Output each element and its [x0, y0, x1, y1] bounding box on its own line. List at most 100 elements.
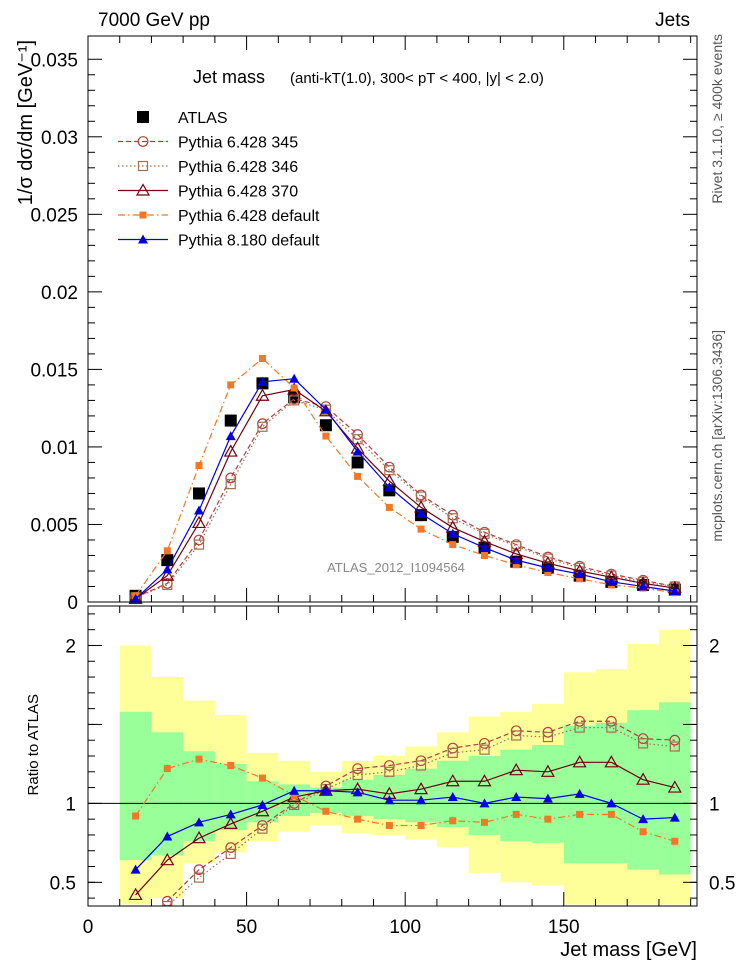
ratio-x-tick-label: 0: [83, 917, 94, 938]
data-point: [542, 562, 553, 572]
ratio-point: [417, 821, 425, 829]
ratio-point: [639, 828, 647, 836]
ratio-point: [352, 763, 364, 775]
data-point: [193, 539, 205, 550]
ratio-point: [163, 765, 171, 773]
ratio-y-tick-label-right: 2: [709, 636, 720, 657]
inner-band-bin: [658, 702, 691, 875]
ratio-y-axis-label: Ratio to ATLAS: [25, 694, 42, 795]
ratio-point: [607, 810, 615, 818]
main-title-detail: (anti-kT(1.0), 300< pT < 400, |y| < 2.0): [290, 70, 544, 87]
data-point: [322, 432, 330, 440]
ratio-point: [193, 864, 205, 876]
ratio-point: [384, 795, 395, 805]
series-line: [135, 357, 675, 597]
ratio-point: [479, 737, 490, 749]
data-point: [162, 564, 173, 574]
analysis-label: ATLAS_2012_I1094564: [327, 560, 465, 575]
ratio-series-line: [135, 790, 675, 871]
legend-label: Pythia 8.180 default: [178, 233, 320, 250]
ratio-point: [509, 763, 524, 776]
ratio-point: [128, 887, 143, 901]
ratio-point: [667, 780, 682, 793]
ratio-series-pythia-8-180-default: [130, 785, 680, 874]
ratio-point: [636, 772, 651, 785]
ratio-y-tick-label: 2: [65, 636, 76, 657]
ratio-point: [384, 766, 395, 777]
main-y-tick-label: 0.02: [41, 283, 78, 304]
main-frame: [87, 35, 698, 603]
legend-label: Pythia 6.428 345: [178, 135, 298, 152]
data-point: [290, 384, 298, 392]
ratio-point: [479, 744, 490, 755]
data-point: [289, 373, 300, 383]
ratio-point: [257, 823, 268, 834]
legend-item: Pythia 6.428 default: [118, 208, 320, 225]
ratio-series-line: [135, 758, 675, 842]
data-point: [416, 508, 427, 518]
legend-marker: [137, 111, 149, 123]
ratio-point: [574, 788, 585, 798]
ratio-point: [540, 764, 555, 777]
ratio-x-tick-label: 100: [389, 917, 421, 938]
data-point: [351, 456, 364, 469]
data-point: [480, 551, 488, 559]
data-point: [511, 555, 522, 565]
legend-item: Pythia 6.428 370: [118, 183, 298, 201]
ratio-point: [604, 755, 619, 768]
ratio-point: [223, 816, 238, 829]
main-y-tick-label: 0.025: [30, 205, 78, 226]
main-title: Jet mass: [193, 67, 265, 87]
main-y-axis-label: 1/σ dσ/dm [GeV⁻¹]: [15, 40, 37, 205]
series-line: [135, 378, 675, 600]
energy-label: 7000 GeV pp: [98, 10, 210, 31]
ratio-point: [227, 761, 235, 769]
ratio-point: [257, 799, 268, 809]
ratio-point: [544, 815, 552, 823]
ratio-series-group: [128, 715, 682, 906]
data-point: [384, 482, 395, 492]
ratio-point: [638, 814, 649, 824]
ratio-point: [445, 774, 460, 787]
ratio-point: [193, 872, 205, 883]
legend-item: Pythia 6.428 346: [118, 159, 298, 176]
data-point: [449, 541, 457, 549]
data-point: [257, 376, 268, 386]
data-point: [130, 593, 141, 603]
data-point: [225, 431, 236, 441]
data-point: [606, 576, 617, 586]
main-y-tick-label: 0.035: [30, 50, 78, 71]
data-point: [574, 569, 585, 579]
ratio-frame: [87, 605, 698, 907]
ratio-point: [194, 817, 205, 827]
ratio-point: [574, 715, 586, 727]
legend-label: ATLAS: [178, 110, 228, 127]
data-point: [544, 569, 552, 577]
ratio-point: [162, 900, 173, 906]
ratio-point: [318, 783, 333, 796]
data-point: [194, 505, 205, 515]
ratio-point: [605, 715, 617, 727]
series-line: [135, 388, 675, 600]
main-y-tick-label: 0.015: [30, 360, 78, 381]
legend-label: Pythia 6.428 default: [178, 208, 320, 225]
ratio-point: [576, 810, 584, 818]
ratio-point: [477, 774, 492, 787]
data-point: [224, 414, 237, 427]
legend-marker: [139, 211, 147, 219]
ratio-series-pythia-6-428-default: [132, 755, 679, 845]
ratio-point: [606, 722, 617, 733]
data-point: [258, 355, 266, 363]
ratio-point: [289, 785, 300, 795]
data-point: [257, 421, 268, 432]
ratio-y-tick-label-right: 1: [709, 794, 720, 815]
x-axis-label: Jet mass [GeV]: [560, 939, 697, 961]
ratio-point: [606, 798, 617, 808]
data-point: [576, 575, 584, 583]
data-point: [638, 581, 649, 591]
data-point: [385, 503, 393, 511]
ratio-x-tick-label: 150: [548, 917, 580, 938]
